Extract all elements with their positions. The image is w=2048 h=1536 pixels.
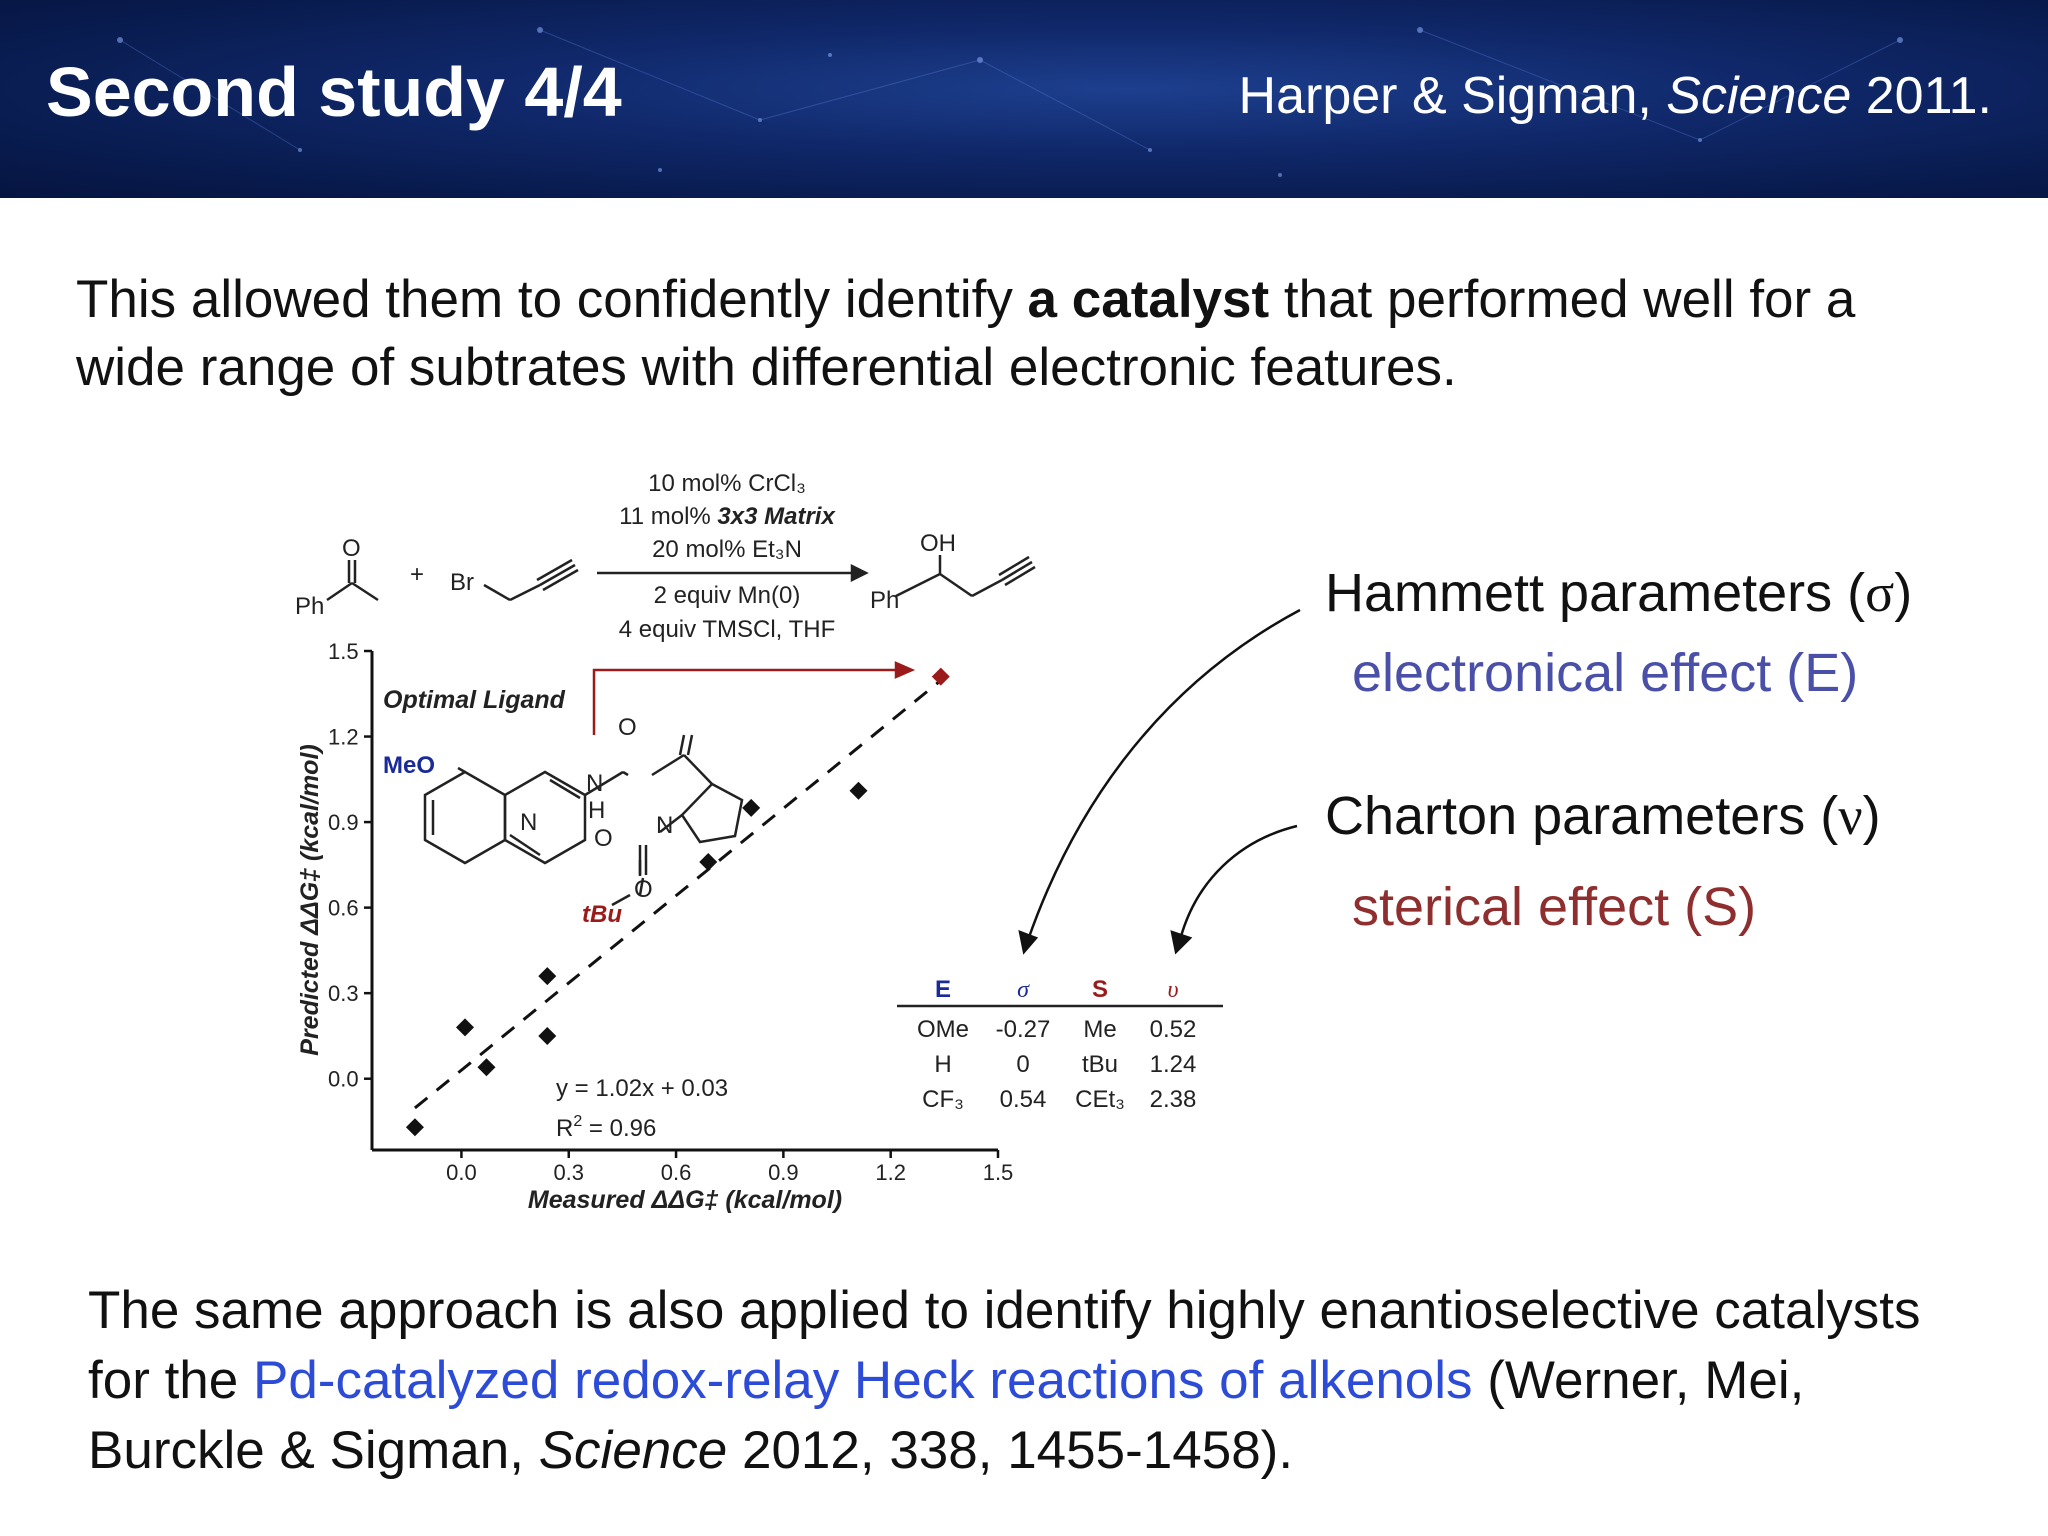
x-tick-label: 0.6 bbox=[661, 1160, 692, 1185]
fit-line bbox=[413, 676, 946, 1110]
y-tick-label: 1.5 bbox=[328, 639, 359, 664]
amide-o: O bbox=[618, 714, 637, 741]
product-oh: OH bbox=[920, 530, 956, 557]
y-axis-label: Predicted ΔΔG‡ (kcal/mol) bbox=[296, 744, 324, 1055]
x-tick-label: 1.5 bbox=[983, 1160, 1014, 1185]
table-cell: -0.27 bbox=[996, 1016, 1051, 1043]
optimal-ligand-arrow bbox=[592, 661, 916, 735]
table-cell: 1.24 bbox=[1150, 1051, 1197, 1078]
chart-ticks: 0.0 0.3 0.6 0.9 1.2 1.5 0.0 0.3 0.6 0.9 1.2 1.5 bbox=[328, 639, 1013, 1185]
intro-paragraph: This allowed them to confidently identif… bbox=[76, 266, 1956, 402]
starfield-background bbox=[117, 27, 1903, 177]
reaction-text: Ph O + Br 10 mol% CrCl₃ 11 mol% 3x3 Matr… bbox=[295, 470, 956, 643]
data-point-optimal bbox=[931, 667, 950, 686]
nu-symbol: ν bbox=[1838, 786, 1863, 846]
x-tick-label: 0.9 bbox=[768, 1160, 799, 1185]
amide-h: H bbox=[588, 797, 605, 824]
slide-title: Second study 4/4 bbox=[46, 53, 622, 131]
condition-4: 2 equiv Mn(0) bbox=[654, 582, 801, 609]
table-cell: CF₃ bbox=[922, 1086, 964, 1113]
fit-equation: y = 1.02x + 0.03 bbox=[556, 1075, 728, 1102]
header-banner: Second study 4/4 Harper & Sigman, Scienc… bbox=[0, 0, 2048, 198]
condition-5: 4 equiv TMSCl, THF bbox=[619, 616, 836, 643]
table-header-s: S bbox=[1092, 976, 1108, 1003]
charton-arrow bbox=[1178, 824, 1298, 941]
chart-axes bbox=[370, 651, 998, 1152]
y-tick-label: 0.9 bbox=[328, 810, 359, 835]
data-point bbox=[538, 1026, 557, 1045]
tbu-label: tBu bbox=[582, 901, 622, 928]
y-tick-label: 0.3 bbox=[328, 981, 359, 1006]
citation-authors: Harper & Sigman, bbox=[1238, 67, 1667, 125]
data-point bbox=[849, 781, 868, 800]
quinoline-n: N bbox=[520, 809, 537, 836]
condition-3: 20 mol% Et₃N bbox=[652, 536, 802, 563]
optimal-ligand-label: Optimal Ligand bbox=[383, 686, 566, 714]
carbamate-o: O bbox=[594, 825, 613, 852]
data-point bbox=[456, 1018, 475, 1037]
product-ph: Ph bbox=[870, 587, 899, 614]
sigma-symbol: σ bbox=[1865, 563, 1895, 623]
reaction-scheme bbox=[326, 555, 1036, 602]
y-tick-label: 0.6 bbox=[328, 896, 359, 921]
ligand-structure bbox=[423, 734, 744, 907]
reactant-ph: Ph bbox=[295, 593, 324, 620]
x-axis-label: Measured ΔΔG‡ (kcal/mol) bbox=[528, 1186, 842, 1214]
condition-2: 11 mol% 3x3 Matrix bbox=[619, 503, 836, 530]
table-cell: OMe bbox=[917, 1016, 969, 1043]
r2-label: R2 = 0.96 bbox=[556, 1113, 656, 1142]
x-tick-label: 1.2 bbox=[875, 1160, 906, 1185]
charton-label: Charton parameters (ν) bbox=[1325, 786, 1881, 846]
parameter-table: E σ S υ OMe -0.27 Me 0.52 H 0 tBu 1.24 CF₃ 0.54 CE… bbox=[897, 976, 1223, 1113]
steric-effect-label: sterical effect (S) bbox=[1352, 877, 1757, 937]
reactant-o: O bbox=[342, 535, 361, 562]
meo-label: MeO bbox=[383, 752, 435, 779]
data-point bbox=[405, 1118, 424, 1137]
condition-1: 10 mol% CrCl₃ bbox=[648, 470, 806, 497]
intro-text-2: that performed well for a wide range of … bbox=[76, 270, 1856, 397]
data-point bbox=[742, 798, 761, 817]
outro-paragraph: The same approach is also applied to ide… bbox=[88, 1281, 1921, 1480]
annotation-arrows bbox=[1018, 608, 1301, 955]
table-cell: 2.38 bbox=[1150, 1086, 1197, 1113]
x-tick-label: 0.0 bbox=[446, 1160, 477, 1185]
citation-year: 2011. bbox=[1851, 67, 1992, 125]
table-header-sigma: σ bbox=[1017, 977, 1030, 1003]
data-point bbox=[538, 967, 557, 986]
table-header-upsilon: υ bbox=[1167, 977, 1178, 1003]
data-point bbox=[477, 1058, 496, 1077]
x-tick-label: 0.3 bbox=[553, 1160, 584, 1185]
header-citation: Harper & Sigman, Science 2011. bbox=[1239, 66, 1992, 126]
amide-n: N bbox=[586, 770, 603, 797]
proline-n: N bbox=[656, 812, 673, 839]
pd-heck-link[interactable]: Pd-catalyzed redox-relay Heck reactions … bbox=[252, 1351, 1473, 1410]
ligand-labels: MeO N N H O N O O tBu bbox=[383, 714, 673, 928]
table-header-e: E bbox=[935, 976, 951, 1003]
fit-line-group bbox=[413, 676, 946, 1110]
y-tick-label: 1.2 bbox=[328, 725, 359, 750]
table-cell: 0.54 bbox=[1000, 1086, 1047, 1113]
plus-sign: + bbox=[410, 561, 424, 588]
table-cell: Me bbox=[1083, 1016, 1116, 1043]
chart-points bbox=[405, 667, 950, 1137]
outro-journal: Science bbox=[538, 1421, 728, 1480]
intro-text-1: This allowed them to confidently identif… bbox=[76, 270, 1028, 329]
data-point bbox=[699, 853, 718, 872]
table-rows: OMe -0.27 Me 0.52 H 0 tBu 1.24 CF₃ 0.54 CEt₃ 2.38 bbox=[917, 1016, 1196, 1113]
table-cell: tBu bbox=[1082, 1051, 1118, 1078]
hammett-label: Hammett parameters (σ) bbox=[1325, 563, 1913, 623]
table-cell: CEt₃ bbox=[1075, 1086, 1125, 1113]
table-cell: H bbox=[934, 1051, 951, 1078]
electronic-effect-label: electronical effect (E) bbox=[1352, 643, 1859, 703]
table-cell: 0 bbox=[1016, 1051, 1029, 1078]
citation-journal: Science bbox=[1666, 67, 1852, 125]
intro-bold: a catalyst bbox=[1027, 270, 1270, 329]
bromide: Br bbox=[450, 569, 474, 596]
hammett-arrow bbox=[1026, 608, 1301, 941]
y-tick-label: 0.0 bbox=[328, 1067, 359, 1092]
table-cell: 0.52 bbox=[1150, 1016, 1197, 1043]
ester-o: O bbox=[634, 876, 653, 903]
